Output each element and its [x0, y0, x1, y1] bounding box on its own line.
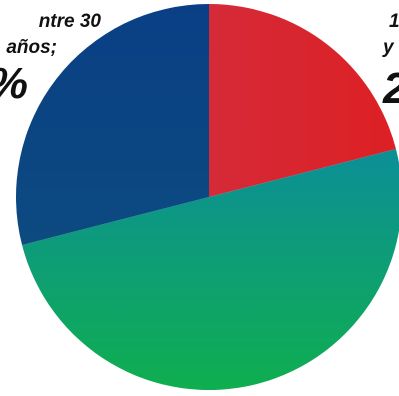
label-blue-line1: ntre 30 — [39, 11, 102, 32]
pie-slices — [15, 4, 399, 390]
slice-blue — [15, 4, 210, 245]
label-blue-line2: años; — [6, 37, 57, 58]
label-red-value: 2 — [382, 64, 399, 113]
label-red-line2: y — [382, 37, 395, 58]
label-blue-value: % — [0, 59, 28, 108]
label-red-group: 1 y 2 — [382, 11, 399, 113]
label-blue-group: ntre 30 años; % — [0, 11, 101, 108]
slice-red — [209, 4, 396, 197]
label-red-line1: 1 — [389, 11, 399, 32]
slice-teal-green — [22, 149, 399, 390]
